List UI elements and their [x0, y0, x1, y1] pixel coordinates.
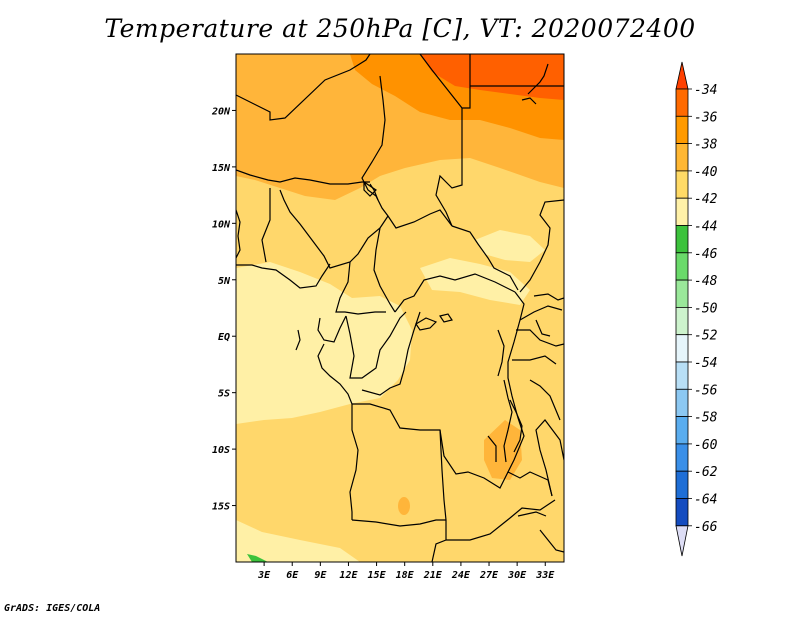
y-axis: 20N 15N 10N 5N EQ 5S 10S 15S [211, 106, 236, 513]
x-tick-label: 30E [507, 570, 527, 581]
colorbar-swatch [675, 334, 689, 363]
chart-title: Temperature at 250hPa [C], VT: 202007240… [104, 14, 696, 43]
colorbar-swatch [675, 470, 689, 499]
colorbar-swatch [675, 279, 689, 308]
colorbar-swatch [675, 197, 689, 226]
credit-label: GrADS: IGES/COLA [4, 603, 101, 614]
x-tick-label: 15E [368, 570, 387, 581]
colorbar-top-arrow [675, 61, 689, 90]
map-panel [236, 54, 564, 562]
colorbar-label: -52 [694, 329, 718, 344]
colorbar-label: -48 [694, 274, 718, 289]
map-border [235, 53, 565, 563]
colorbar-swatch [675, 361, 689, 390]
colorbar-label: -38 [694, 138, 718, 153]
colorbar-swatch [675, 416, 689, 445]
x-tick-label: 27E [479, 570, 499, 581]
colorbar-label: -50 [694, 301, 718, 316]
colorbar-label: -64 [694, 493, 717, 508]
y-tick-label: 5S [218, 389, 230, 400]
colorbar-label: -44 [694, 220, 717, 235]
field-minus38-spot-small [398, 497, 410, 515]
x-tick-label: 33E [535, 570, 555, 581]
colorbar-swatch [675, 170, 689, 199]
colorbar-label: -66 [694, 520, 718, 535]
field-minus42-region-west [236, 262, 412, 424]
colorbar-label: -60 [694, 438, 718, 453]
colorbar-swatch [675, 388, 689, 417]
field-minus42-region-sw [236, 520, 360, 562]
y-tick-label: EQ [218, 332, 230, 343]
colorbar-label: -36 [694, 110, 718, 125]
country-boundaries [236, 54, 564, 562]
colorbar-label: -34 [694, 83, 717, 98]
x-tick-label: 21E [423, 570, 443, 581]
colorbar-label: -42 [694, 192, 718, 207]
colorbar-swatch [675, 498, 689, 527]
x-tick-label: 6E [286, 570, 299, 581]
colorbar-swatch [675, 143, 689, 172]
y-tick-label: 15S [212, 502, 230, 513]
colorbar-label: -56 [694, 383, 718, 398]
field-minus34-region [420, 54, 564, 100]
y-tick-label: 20N [211, 106, 231, 117]
x-tick-label: 3E [257, 570, 271, 581]
colorbar: -34 -36 -38 -40 -42 -44 -46 -48 -50 -52 -54 -56 -58 -… [675, 61, 718, 557]
x-tick-label: 24E [451, 570, 471, 581]
colorbar-label: -62 [694, 465, 718, 480]
x-tick-label: 12E [339, 570, 358, 581]
x-tick-label: 9E [314, 570, 327, 581]
colorbar-swatch [675, 115, 689, 145]
colorbar-bottom-arrow [675, 525, 689, 557]
colorbar-swatch [675, 306, 689, 336]
x-axis: 3E 6E 9E 12E 15E 18E 21E 24E 27E 30E 33E [257, 562, 555, 581]
y-tick-label: 10S [212, 445, 230, 456]
field-minus46-spot [247, 554, 268, 562]
colorbar-label: -54 [694, 356, 717, 371]
colorbar-swatch [675, 252, 689, 281]
y-tick-label: 5N [218, 276, 231, 287]
field-minus42-region-central [420, 258, 530, 305]
field-minus38-spot-south [484, 420, 522, 480]
y-tick-label: 10N [212, 219, 231, 230]
colorbar-label: -58 [694, 411, 718, 426]
colorbar-swatch [675, 88, 689, 117]
x-tick-label: 18E [396, 570, 415, 581]
colorbar-swatch [675, 225, 689, 254]
y-tick-label: 15N [212, 163, 231, 174]
colorbar-swatch [675, 443, 689, 472]
field-minus42-region-east [475, 230, 545, 262]
colorbar-label: -40 [694, 165, 718, 180]
colorbar-label: -46 [694, 247, 718, 262]
